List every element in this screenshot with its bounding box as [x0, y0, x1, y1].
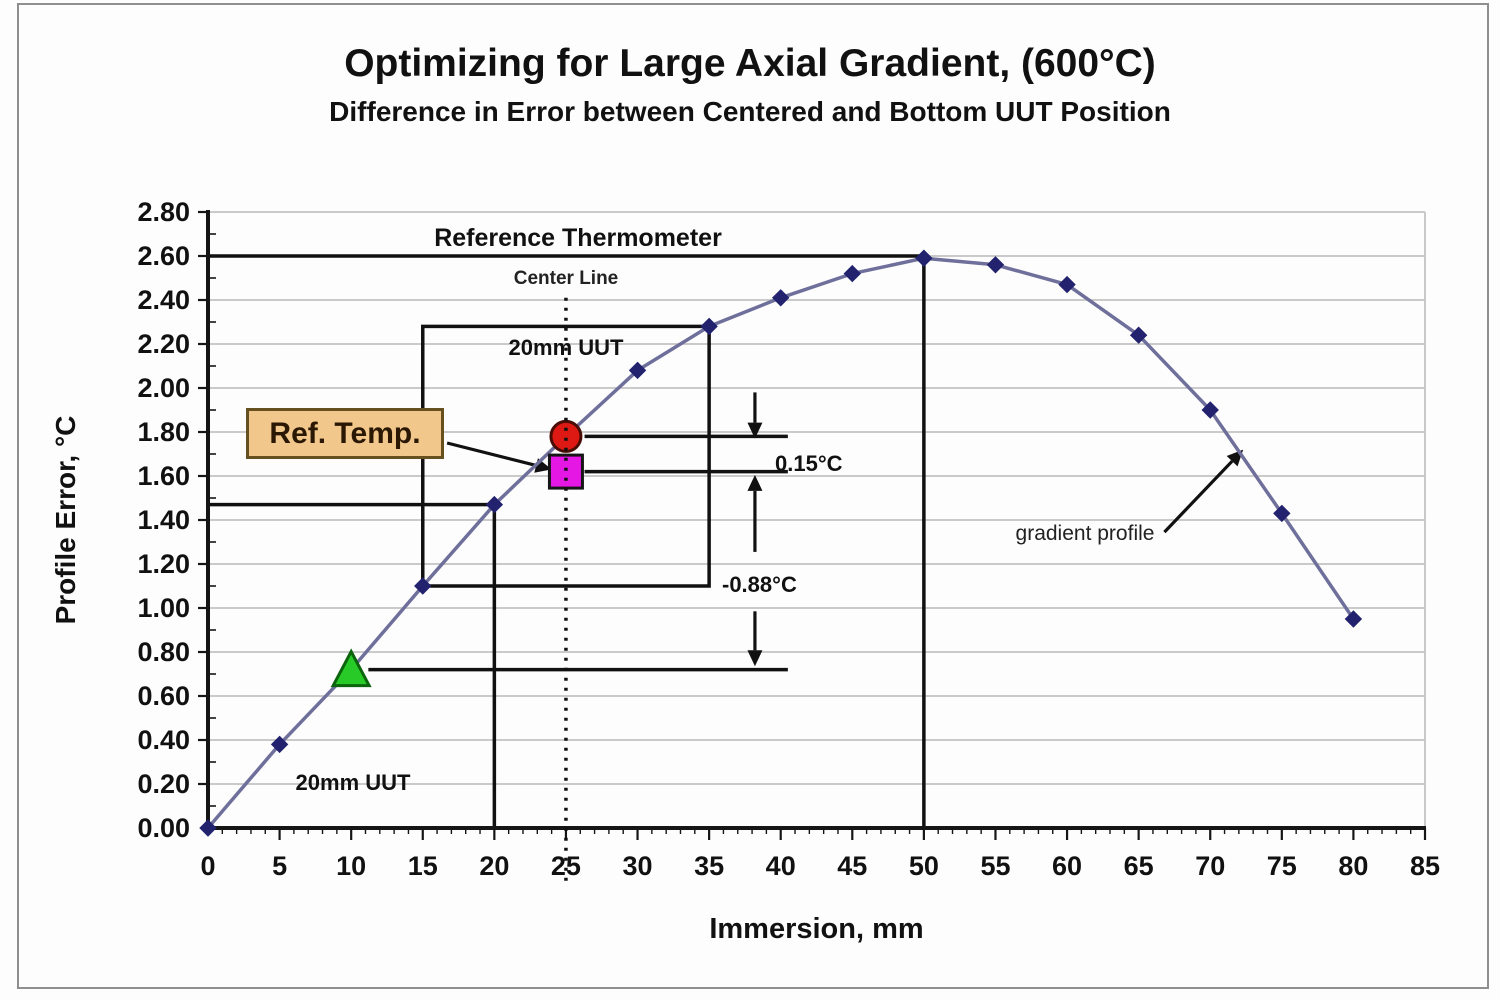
x-axis-title: Immersion, mm — [709, 913, 924, 945]
data-point-marker — [1344, 610, 1363, 628]
data-point-marker — [1058, 275, 1076, 294]
dim-top-arrow-head — [747, 422, 763, 439]
y-tick-label: 2.80 — [137, 197, 190, 227]
ref-temp-circle-marker — [549, 419, 583, 453]
x-tick-label: 40 — [765, 851, 796, 881]
x-tick-label: 35 — [694, 851, 725, 881]
data-point-marker — [1201, 401, 1219, 419]
data-point-marker — [199, 819, 217, 837]
x-tick-label: 70 — [1195, 851, 1226, 881]
y-tick-label: 2.00 — [137, 373, 190, 403]
y-tick-label: 0.60 — [137, 681, 190, 711]
data-point-marker — [485, 495, 504, 514]
data-point-marker — [915, 249, 933, 267]
x-tick-label: 5 — [272, 851, 288, 881]
y-tick-label: 0.40 — [137, 725, 190, 755]
x-tick-label: 60 — [1052, 851, 1083, 881]
dimension-label-088: -0.88°C — [722, 572, 797, 597]
x-tick-label: 55 — [980, 851, 1011, 881]
x-tick-label: 25 — [550, 851, 581, 881]
chart-subtitle: Difference in Error between Centered and… — [329, 96, 1171, 127]
y-tick-label: 2.40 — [137, 285, 190, 315]
data-point-marker — [700, 317, 718, 336]
y-tick-label: 1.40 — [137, 505, 190, 535]
gradient-profile-arrow-shaft — [1163, 460, 1234, 534]
ref-temp-callout-label: Ref. Temp. — [269, 416, 421, 450]
x-tick-label: 65 — [1123, 851, 1154, 881]
x-tick-label: 85 — [1409, 851, 1441, 881]
y-tick-label: 0.80 — [137, 637, 190, 667]
dim-mid-arrow-head — [747, 474, 763, 491]
y-tick-label: 0.20 — [137, 769, 190, 799]
ref-temp-arrow-shaft — [446, 441, 537, 468]
y-tick-label: 1.80 — [137, 417, 190, 447]
y-tick-label: 2.60 — [137, 241, 190, 271]
y-tick-label: 1.60 — [137, 461, 190, 491]
gradient-profile-label: gradient profile — [1015, 522, 1155, 545]
data-point-marker — [771, 289, 790, 307]
y-tick-label: 1.00 — [137, 593, 190, 623]
ref-temp-callout-box: Ref. Temp. — [246, 408, 444, 459]
x-tick-label: 45 — [837, 851, 868, 881]
x-tick-label: 0 — [200, 851, 216, 881]
x-tick-label: 50 — [908, 851, 939, 881]
chart-title: Optimizing for Large Axial Gradient, (60… — [344, 42, 1156, 85]
dim-bottom-arrow-head — [747, 650, 763, 667]
data-point-marker — [1129, 326, 1148, 344]
data-point-marker — [843, 264, 862, 283]
x-tick-label: 80 — [1338, 851, 1369, 881]
data-point-marker — [414, 577, 432, 595]
dimension-label-015: 0.15°C — [775, 451, 843, 476]
x-tick-label: 30 — [622, 851, 653, 881]
figure-border — [17, 3, 1489, 989]
y-tick-label: 0.00 — [137, 813, 190, 843]
uut-upper-box-label: 20mm UUT — [508, 335, 624, 360]
x-tick-label: 20 — [479, 851, 510, 881]
data-point-marker — [986, 256, 1005, 274]
x-tick-label: 10 — [336, 851, 367, 881]
x-tick-label: 15 — [407, 851, 438, 881]
data-point-marker — [628, 361, 647, 380]
uut-bottom-triangle-marker — [330, 648, 372, 688]
data-point-marker — [1273, 504, 1291, 523]
center-line-label: Center Line — [513, 268, 619, 289]
uut-lower-box-label: 20mm UUT — [295, 770, 411, 795]
y-tick-label: 1.20 — [137, 549, 190, 579]
x-tick-label: 75 — [1266, 851, 1297, 881]
reference-thermometer-label: Reference Thermometer — [434, 224, 722, 252]
data-point-marker — [270, 735, 289, 754]
y-tick-label: 2.20 — [137, 329, 190, 359]
